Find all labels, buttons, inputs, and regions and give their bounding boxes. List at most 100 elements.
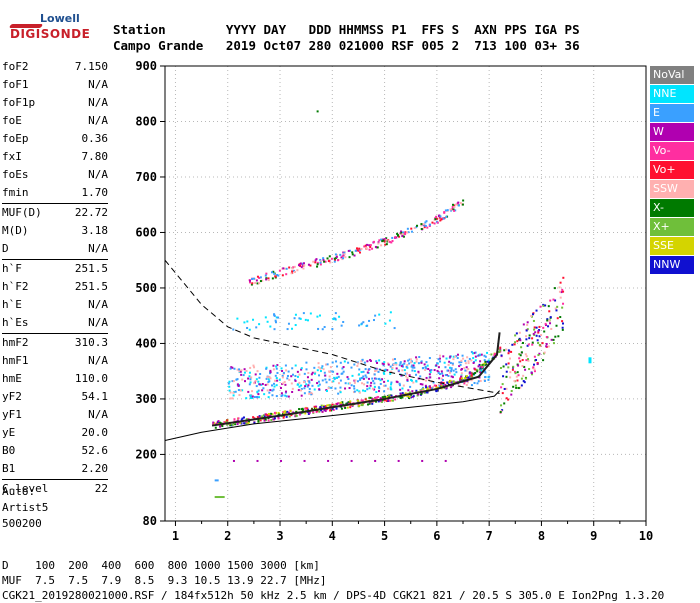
echo-point-upper-trace xyxy=(439,215,442,218)
param-value: 251.5 xyxy=(74,280,108,293)
echo-point-upper-trace xyxy=(425,220,428,223)
echo-point-main-trace xyxy=(302,408,305,411)
echo-point-cusp-cluster xyxy=(532,332,535,335)
echo-point-mid-band xyxy=(255,385,258,388)
echo-point-mid-band xyxy=(321,365,324,368)
echo-point-upper-trace xyxy=(400,231,403,234)
echo-point-mid-band xyxy=(364,374,367,377)
echo-point-cusp-cluster xyxy=(531,337,534,340)
echo-point-main-trace xyxy=(368,401,371,404)
echo-point-upper-trace xyxy=(259,280,262,283)
echo-point-cusp-cluster xyxy=(533,355,536,358)
echo-point-mid-band xyxy=(407,389,410,392)
y-tick-label: 400 xyxy=(135,336,157,350)
echo-point-mid-band xyxy=(448,360,451,363)
echo-point-upper-trace xyxy=(384,243,387,246)
echo-point-mid-band xyxy=(306,379,309,382)
echo-point-mid-band xyxy=(261,382,264,385)
echo-point-mid-band xyxy=(306,376,309,379)
echo-point-cusp-cluster xyxy=(550,338,553,341)
echo-point-mid-band xyxy=(328,375,331,378)
echo-point-mid-band xyxy=(462,357,465,360)
echo-point-mid-band xyxy=(450,381,453,384)
echo-point-main-trace xyxy=(387,399,390,402)
echo-point-cusp-cluster xyxy=(520,351,523,354)
model-curve-solid xyxy=(164,390,500,442)
echo-point-mid-band xyxy=(473,381,476,384)
echo-point-mid-band xyxy=(281,370,284,373)
echo-point-upper-band xyxy=(298,317,301,320)
echo-point-mid-band xyxy=(284,364,287,367)
echo-point-mid-band xyxy=(459,363,462,366)
echo-point-isolated xyxy=(350,459,353,462)
echo-point-mid-band xyxy=(421,383,424,386)
echo-point-main-trace xyxy=(243,422,246,425)
echo-point-main-trace xyxy=(298,408,301,411)
echo-point-cusp-cluster xyxy=(507,362,510,365)
echo-point-mid-band xyxy=(447,374,450,377)
echo-point-mid-band xyxy=(303,387,306,390)
echo-point-main-trace xyxy=(217,420,220,423)
echo-point-mid-band xyxy=(401,369,404,372)
echo-point-cusp-cluster xyxy=(510,393,513,396)
echo-point-main-trace xyxy=(247,422,250,425)
echo-point-mid-band xyxy=(360,360,363,363)
echo-point-mid-band xyxy=(417,370,420,373)
echo-point-mid-band xyxy=(486,351,489,354)
echo-point-mid-band xyxy=(317,380,320,383)
echo-point-mid-band xyxy=(437,383,440,386)
echo-point-mid-band xyxy=(336,376,339,379)
param-name: M(D) xyxy=(2,224,29,237)
echo-point-main-trace xyxy=(463,377,466,380)
echo-point-mid-band xyxy=(384,384,387,387)
echo-point-mid-band xyxy=(332,370,335,373)
echo-point-mid-band xyxy=(430,387,433,390)
echo-point-mid-band xyxy=(236,378,239,381)
echo-point-mid-band xyxy=(460,361,463,364)
echo-point-mid-band xyxy=(418,355,421,358)
echo-point-cusp-cluster xyxy=(516,363,519,366)
echo-point-mid-band xyxy=(405,375,408,378)
echo-point-upper-trace xyxy=(435,215,438,218)
echo-point-upper-trace xyxy=(438,216,441,219)
echo-point-mid-band xyxy=(452,369,455,372)
echo-point-cusp-cluster xyxy=(527,343,530,346)
echo-point-cusp-cluster xyxy=(501,383,504,386)
param-name: hmF2 xyxy=(2,336,29,349)
echo-point-mid-band xyxy=(291,390,294,393)
echo-point-mid-band xyxy=(444,374,447,377)
echo-point-mid-band xyxy=(373,373,376,376)
echo-point-mid-band xyxy=(413,366,416,369)
echo-point-upper-trace xyxy=(406,227,409,230)
echo-point-main-trace xyxy=(499,350,502,353)
echo-point-mid-band xyxy=(387,363,390,366)
echo-point-mid-band xyxy=(378,359,381,362)
echo-point-main-trace xyxy=(390,399,393,402)
echo-point-cusp-cluster xyxy=(505,397,508,400)
echo-point-mid-band xyxy=(305,361,308,364)
echo-point-mid-band xyxy=(470,384,473,387)
echo-point-mid-band xyxy=(267,380,270,383)
param-row: foF1 N/A xyxy=(2,76,108,94)
echo-point-upper-trace xyxy=(290,272,293,275)
echo-point-mid-band xyxy=(240,373,243,376)
echo-point-main-trace xyxy=(453,381,456,384)
param-value: N/A xyxy=(88,114,108,127)
echo-point-upper-trace xyxy=(344,256,347,259)
echo-point-main-trace xyxy=(391,399,394,402)
echo-point-mid-band xyxy=(479,360,482,363)
echo-point-mid-band xyxy=(408,358,411,361)
echo-point-mid-band xyxy=(464,369,467,372)
echo-point-mid-band xyxy=(241,378,244,381)
param-value: N/A xyxy=(88,168,108,181)
echo-point-cusp-cluster xyxy=(535,358,538,361)
station-header: Station YYYY DAY DDD HHMMSS P1 FFS S AXN… xyxy=(113,22,580,54)
echo-point-cusp-cluster xyxy=(552,338,555,341)
echo-point-main-trace xyxy=(440,384,443,387)
echo-point-mid-band xyxy=(402,384,405,387)
echo-point-mid-band xyxy=(264,383,267,386)
echo-point-mid-band xyxy=(353,363,356,366)
echo-point-mid-band xyxy=(341,367,344,370)
echo-point-mid-band xyxy=(369,358,372,361)
echo-point-upper-trace xyxy=(342,251,345,254)
